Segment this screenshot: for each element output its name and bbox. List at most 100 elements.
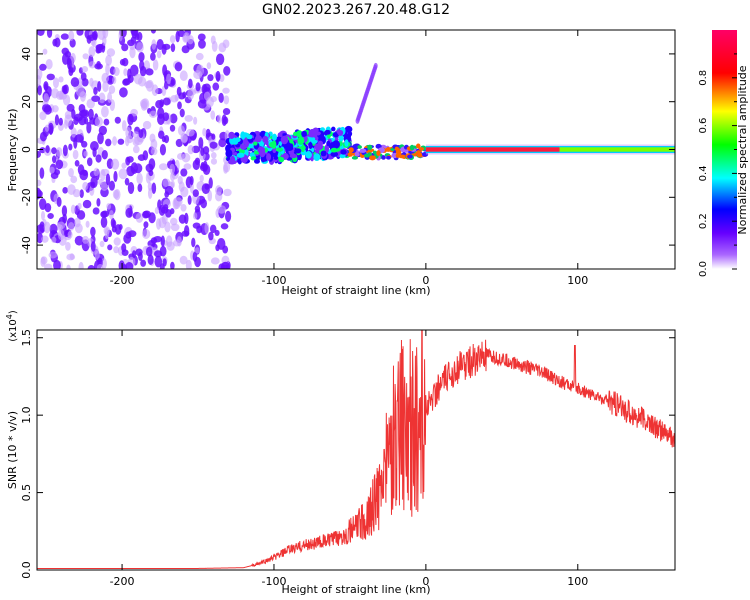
spectrogram-noise-blob — [169, 35, 176, 44]
spectrogram-noise-blob — [78, 261, 84, 269]
spectrogram-noise-blob — [195, 52, 204, 61]
spectrogram-noise-blob — [49, 166, 55, 174]
spectrogram-noise-blob — [105, 138, 112, 147]
spectrogram-noise-blob — [95, 44, 104, 51]
spectrogram-signal-blob — [285, 145, 294, 152]
spectrogram-transition-blob — [416, 143, 421, 149]
spectrogram-noise-blob — [64, 51, 72, 58]
spectrogram-noise-blob — [218, 138, 227, 148]
spectrogram-noise-blob — [162, 64, 168, 77]
spectrogram-noise-blob — [61, 205, 68, 217]
spectrogram-noise-blob — [87, 265, 96, 269]
spectrogram-noise-blob — [211, 40, 218, 52]
spectrogram-noise-blob — [62, 84, 68, 95]
spectrogram-noise-blob — [199, 174, 204, 183]
spectrogram-noise-blob — [113, 189, 121, 201]
spectrogram-noise-blob — [112, 219, 117, 229]
spectrogram-noise-blob — [86, 121, 92, 134]
spectrogram-noise-blob — [174, 62, 183, 72]
spectrogram-noise-blob — [161, 136, 167, 143]
spectrogram-noise-blob — [105, 63, 110, 76]
spectrogram-noise-blob — [201, 84, 208, 95]
spectrogram-noise-blob — [105, 54, 112, 66]
spectrogram-signal-blob — [254, 158, 260, 164]
spectrogram-signal-blob — [278, 156, 285, 163]
spectrogram-noise-blob — [107, 91, 113, 104]
spectrogram-noise-blob — [142, 229, 151, 239]
spectrogram-noise-blob — [154, 207, 160, 215]
y-tick-label: 1.0 — [20, 406, 33, 424]
spectrogram-noise-blob — [192, 159, 200, 171]
spectrogram-noise-blob — [121, 264, 128, 269]
spectrogram-noise-blob — [112, 136, 117, 146]
x-tick-label: -100 — [261, 575, 286, 588]
spectrogram-noise-blob — [220, 223, 229, 230]
spectrogram-y-axis-label: Frequency (Hz) — [6, 109, 19, 192]
figure-title: GN02.2023.267.20.48.G12 — [262, 2, 450, 18]
spectrogram-noise-blob — [150, 147, 158, 156]
spectrogram-noise-blob — [82, 199, 92, 209]
spectrogram-transition-blob — [409, 144, 415, 151]
spectrogram-noise-blob — [68, 167, 74, 178]
spectrogram-noise-blob — [37, 189, 43, 198]
spectrogram-noise-blob — [37, 75, 42, 87]
spectrogram-signal-blob — [308, 128, 317, 138]
spectrogram-signal-blob — [240, 131, 246, 140]
spectrogram-noise-blob — [79, 189, 84, 198]
spectrogram-noise-blob — [125, 261, 134, 269]
spectrogram-noise-blob — [56, 196, 62, 207]
spectrogram-drift-blob — [373, 62, 378, 69]
spectrogram-noise-blob — [162, 97, 171, 106]
spectrogram-noise-blob — [133, 73, 143, 85]
snr-x-axis-label: Height of straight line (km) — [281, 583, 430, 596]
spectrogram-noise-blob — [194, 205, 201, 213]
spectrogram-noise-blob — [155, 218, 162, 230]
spectrogram-noise-blob — [209, 141, 218, 149]
spectrogram-noise-blob — [134, 136, 144, 146]
spectrogram-noise-blob — [194, 247, 200, 254]
spectrogram-transition-blob — [394, 146, 399, 151]
spectrogram-noise-blob — [187, 145, 195, 155]
spectrogram-noise-blob — [94, 116, 103, 127]
spectrogram-noise-blob — [136, 31, 143, 41]
spectrogram-noise-blob — [217, 205, 226, 214]
spectrogram-noise-blob — [47, 212, 54, 220]
spectrogram-noise-blob — [119, 87, 128, 98]
spectrogram-noise-blob — [222, 245, 229, 254]
spectrogram-noise-blob — [99, 168, 106, 181]
spectrogram-noise-blob — [106, 203, 112, 210]
spectrogram-noise-blob — [141, 98, 150, 110]
spectrogram-noise-blob — [58, 117, 63, 126]
spectrogram-noise-blob — [85, 220, 90, 228]
spectrogram-noise-blob — [143, 221, 149, 229]
spectrogram-noise-blob — [88, 61, 96, 69]
spectrogram-noise-blob — [39, 63, 47, 71]
spectrogram-noise-blob — [53, 259, 61, 269]
spectrogram-signal-blob — [289, 138, 294, 144]
spectrogram-noise-blob — [218, 92, 224, 104]
spectrogram-noise-blob — [210, 158, 218, 165]
spectrogram-noise-blob — [55, 159, 64, 170]
spectrogram-y-ticks: -40 -20 0 20 40 — [20, 47, 675, 254]
x-tick-label: -200 — [110, 274, 135, 287]
spectrogram-noise-blob — [215, 70, 221, 82]
spectrogram-signal-blob — [250, 156, 257, 161]
spectrogram-noise-blob — [179, 255, 188, 265]
spectrogram-noise-blob — [98, 179, 103, 186]
spectrogram-noise-blob — [208, 231, 214, 241]
spectrogram-noise-blob — [83, 150, 89, 157]
spectrogram-noise-blob — [201, 183, 210, 195]
spectrogram-signal-blob — [330, 147, 338, 153]
spectrogram-noise-blob — [169, 124, 176, 132]
spectrogram-noise-blob — [162, 43, 171, 50]
spectrogram-noise-blob — [104, 227, 109, 240]
spectrogram-noise-blob — [193, 116, 198, 125]
spectrogram-noise-blob — [183, 163, 192, 170]
spectrogram-signal-blob — [305, 150, 312, 159]
spectrogram-signal-blob — [228, 131, 235, 139]
x-tick-label: 100 — [567, 575, 588, 588]
spectrogram-signal-blob — [324, 129, 331, 135]
spectrogram-noise-blob — [131, 250, 137, 258]
spectrogram-noise-blob — [181, 152, 191, 163]
spectrogram-noise-blob — [222, 87, 230, 94]
